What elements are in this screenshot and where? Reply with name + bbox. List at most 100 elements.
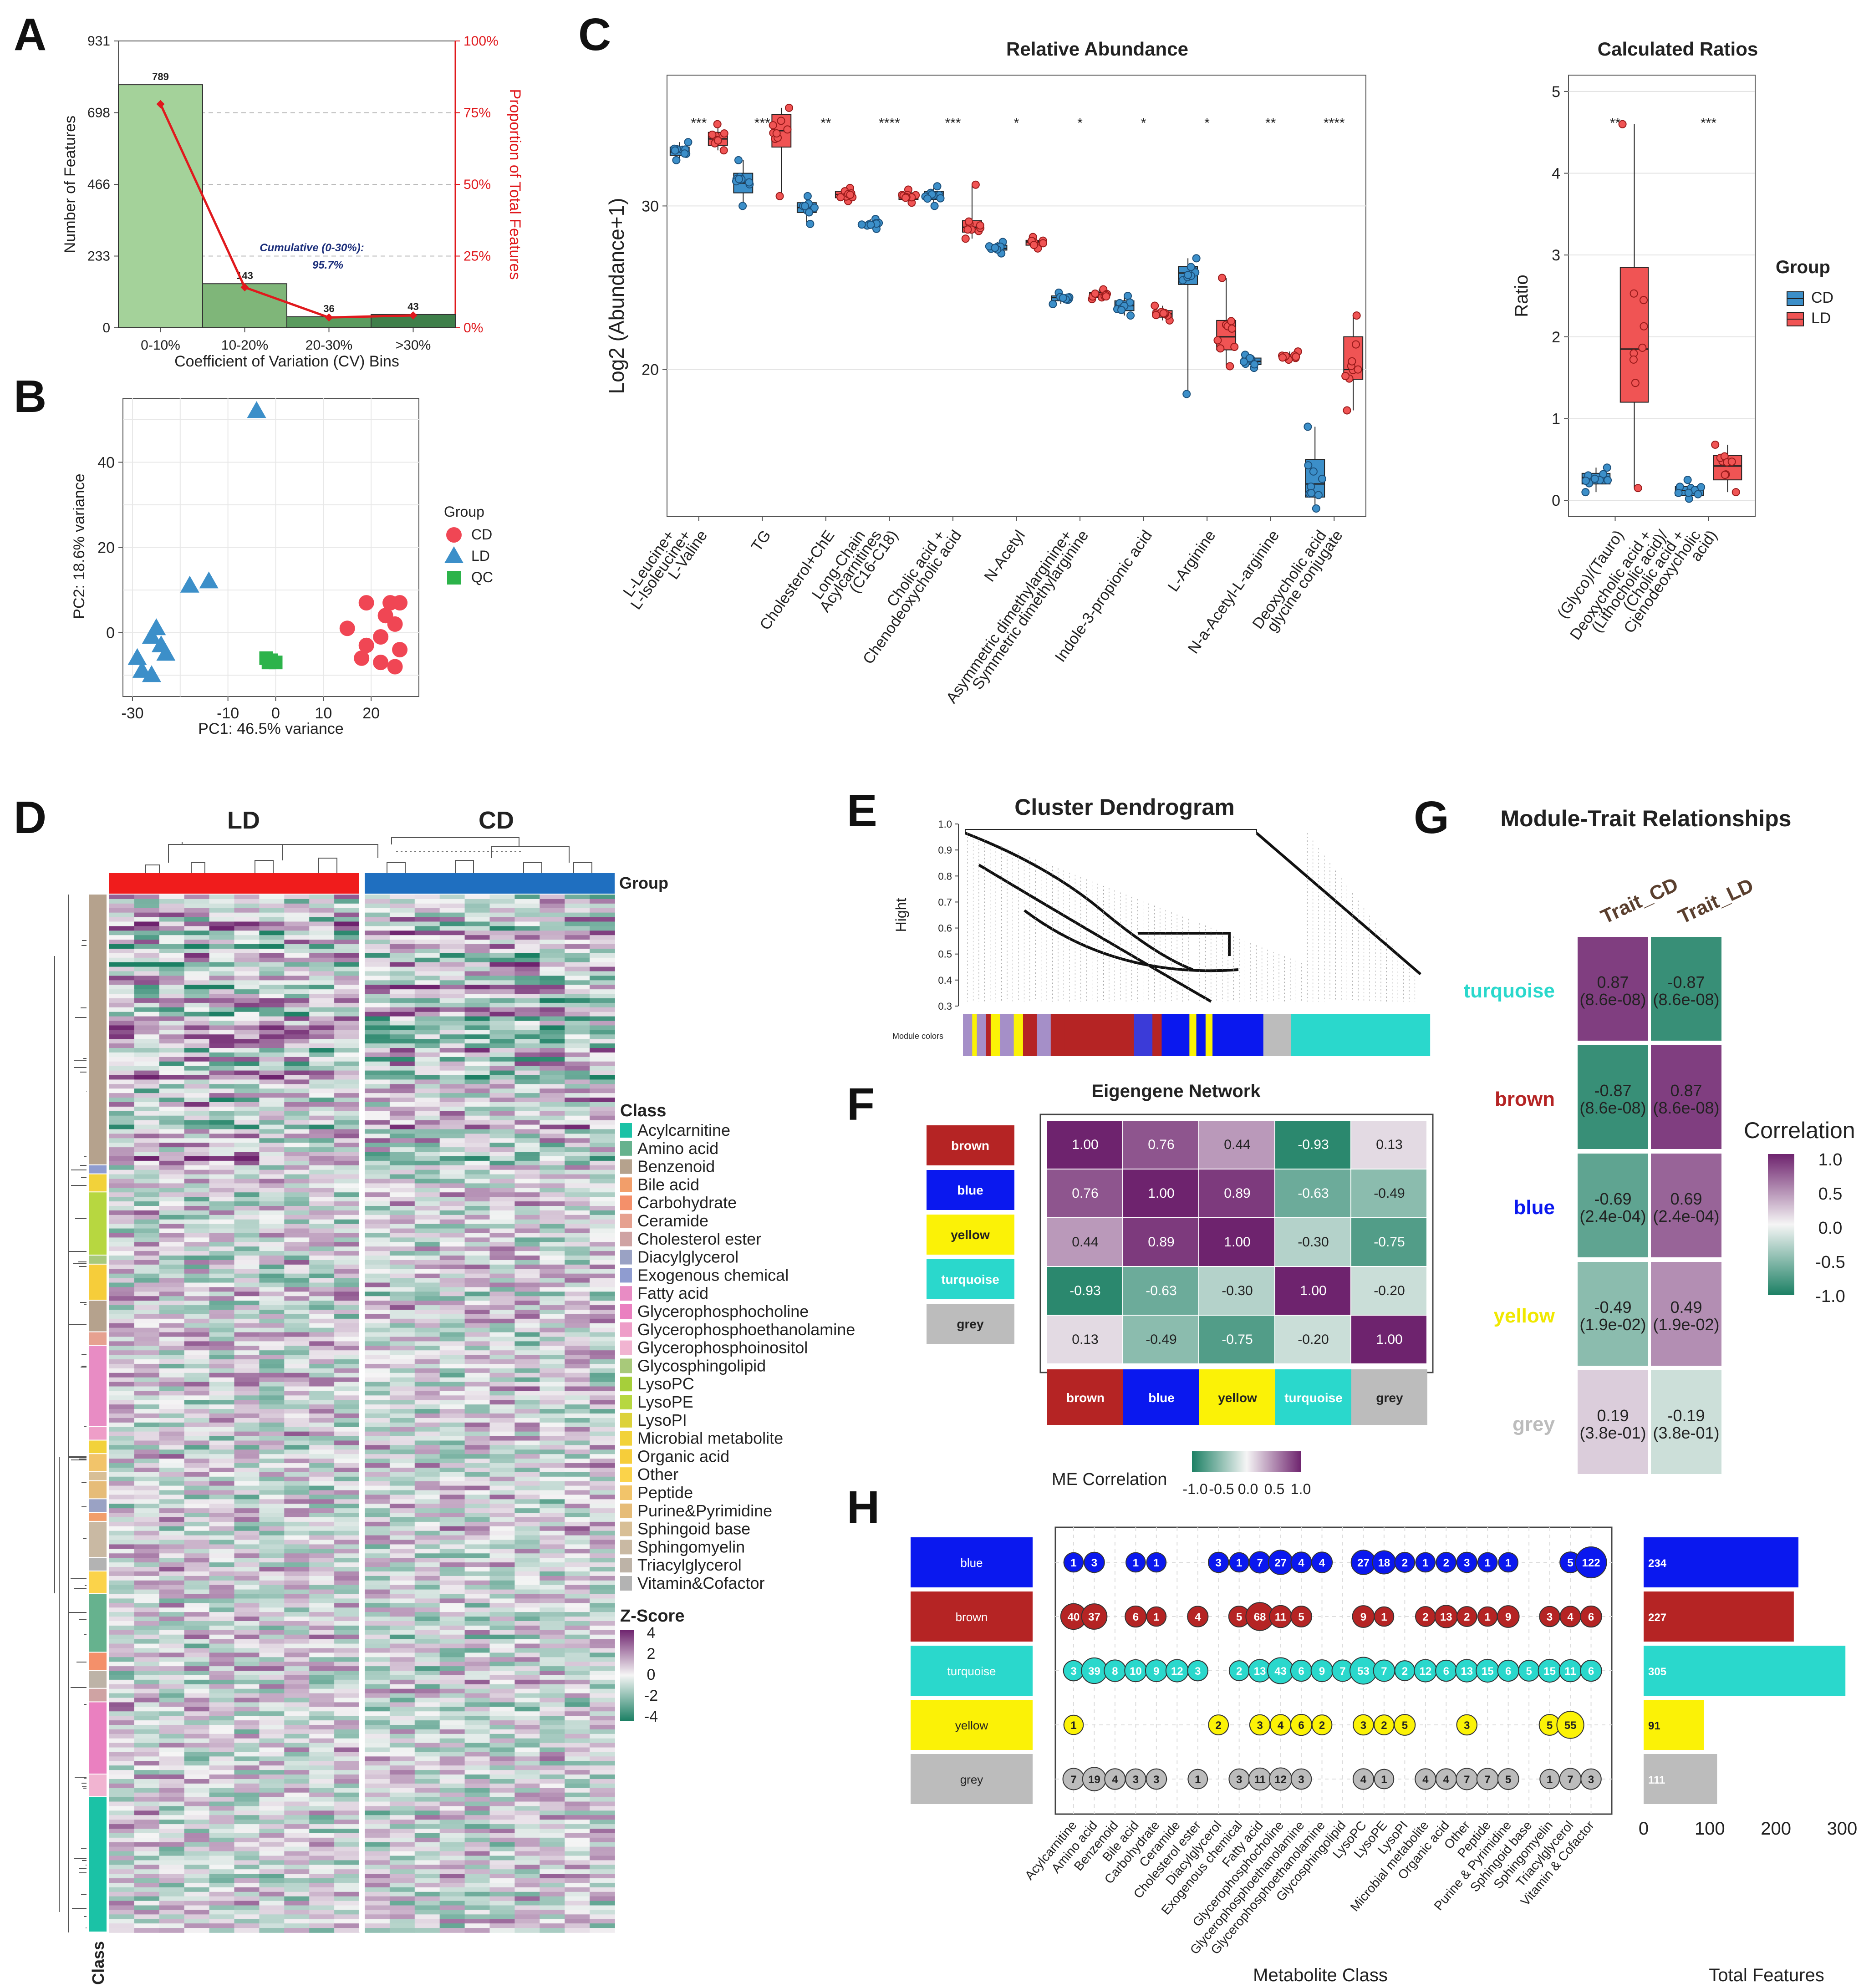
heatmap-cell [159, 1729, 185, 1734]
heatmap-cell [540, 1301, 565, 1306]
heatmap-cell [184, 1337, 210, 1342]
heatmap-cell [284, 1756, 310, 1762]
heatmap-cell [565, 1576, 590, 1581]
heatmap-cell [540, 1156, 565, 1161]
heatmap-cell [464, 957, 490, 963]
heatmap-cell [489, 1617, 515, 1622]
heatmap-cell [259, 1124, 285, 1130]
y-tick-label: 698 [87, 106, 110, 121]
heatmap-cell [590, 1256, 615, 1261]
heatmap-cell [209, 1571, 235, 1576]
heatmap-cell [234, 1729, 260, 1734]
heatmap-cell [309, 1228, 335, 1234]
heatmap-cell [365, 1459, 390, 1464]
heatmap-cell [234, 1540, 260, 1545]
heatmap-cell [540, 1679, 565, 1685]
heatmap-cell [184, 1165, 210, 1170]
heatmap-cell [234, 1734, 260, 1739]
heatmap-cell [109, 1747, 135, 1753]
heatmap-cell [309, 1219, 335, 1225]
heatmap-cell [439, 994, 465, 999]
heatmap-cell [489, 1747, 515, 1753]
heatmap-cell [439, 895, 465, 900]
heatmap-cell [334, 1508, 360, 1513]
heatmap-cell [365, 1052, 390, 1058]
heatmap-cell [389, 1734, 415, 1739]
heatmap-cell [284, 1625, 310, 1631]
heatmap-cell [590, 1070, 615, 1076]
heatmap-cell [389, 980, 415, 986]
heatmap-cell [184, 908, 210, 913]
heatmap-cell [284, 1630, 310, 1635]
heatmap-cell [209, 1355, 235, 1360]
heatmap-cell [365, 1783, 390, 1789]
heatmap-cell [159, 1197, 185, 1202]
heatmap-cell [365, 1138, 390, 1144]
heatmap-cell [184, 1278, 210, 1283]
group-bar-ld [109, 873, 359, 894]
heatmap-cell [334, 1842, 360, 1847]
heatmap-cell [565, 1585, 590, 1590]
heatmap-cell [590, 1431, 615, 1437]
heatmap-cell [209, 1783, 235, 1789]
data-point [1683, 476, 1692, 484]
heatmap-cell [159, 1327, 185, 1333]
heatmap-cell [365, 1707, 390, 1712]
heatmap-cell [109, 1332, 135, 1337]
heatmap-cell [259, 1530, 285, 1536]
heatmap-cell [514, 1679, 540, 1685]
heatmap-cell [309, 1066, 335, 1071]
heatmap-cell [334, 1228, 360, 1234]
heatmap-cell [309, 1039, 335, 1044]
heatmap-cell [540, 1878, 565, 1883]
heatmap-cell [389, 1206, 415, 1211]
heatmap-cell [439, 1860, 465, 1866]
heatmap-cell [234, 1201, 260, 1206]
heatmap-cell [439, 1530, 465, 1536]
heatmap-cell [334, 1621, 360, 1626]
heatmap-cell [489, 1833, 515, 1838]
heatmap-cell [309, 1034, 335, 1040]
heatmap-cell [109, 1508, 135, 1513]
heatmap-cell [464, 1179, 490, 1184]
heatmap-cell [284, 1679, 310, 1685]
heatmap-cell [309, 1562, 335, 1567]
heatmap-cell [134, 1431, 160, 1437]
heatmap-cell [134, 1264, 160, 1270]
heatmap-cell [389, 966, 415, 972]
heatmap-cell [109, 1481, 135, 1486]
heatmap-cell [439, 1508, 465, 1513]
heatmap-cell [259, 1043, 285, 1048]
heatmap-cell [590, 1115, 615, 1121]
heatmap-cell [464, 1440, 490, 1446]
heatmap-cell [365, 1738, 390, 1744]
heatmap-cell [234, 1079, 260, 1085]
heatmap-cell [365, 899, 390, 904]
heatmap-cell [439, 1882, 465, 1888]
heatmap-cell [365, 1788, 390, 1793]
heatmap-cell [159, 1842, 185, 1847]
heatmap-cell [184, 1287, 210, 1292]
heatmap-cell [209, 1549, 235, 1554]
heatmap-cell [259, 1607, 285, 1612]
heatmap-cell [209, 1648, 235, 1653]
heatmap-cell [590, 935, 615, 940]
heatmap-cell [234, 1481, 260, 1486]
heatmap-cell [565, 1314, 590, 1319]
heatmap-cell [159, 1779, 185, 1784]
heatmap-cell [565, 1260, 590, 1265]
heatmap-cell [184, 1846, 210, 1852]
heatmap-cell [389, 1851, 415, 1856]
heatmap-cell [389, 1355, 415, 1360]
heatmap-cell [334, 1824, 360, 1829]
heatmap-cell [184, 1535, 210, 1541]
heatmap-cell [565, 1526, 590, 1531]
heatmap-cell [234, 1711, 260, 1716]
heatmap-cell [540, 1521, 565, 1527]
heatmap-cell [109, 1156, 135, 1161]
heatmap-cell [389, 1084, 415, 1089]
heatmap-cell [209, 1251, 235, 1256]
heatmap-cell [184, 1815, 210, 1820]
heatmap-cell [590, 1869, 615, 1874]
heatmap-cell [109, 1224, 135, 1229]
